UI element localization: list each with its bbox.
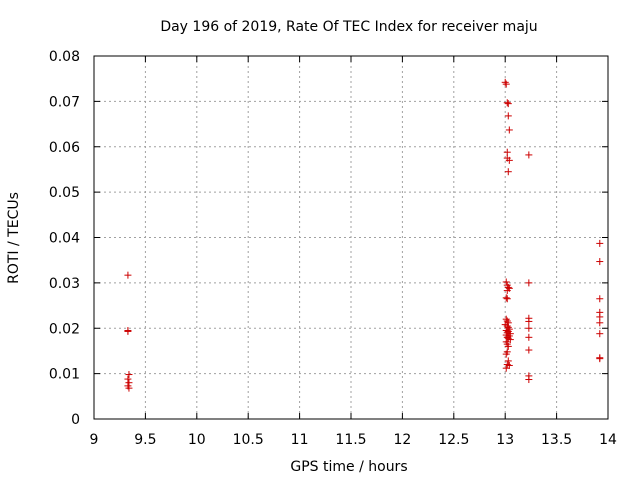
data-point <box>504 342 512 350</box>
data-point <box>504 357 512 365</box>
data-point <box>501 78 509 86</box>
x-tick-labels: 9 9.5 10 10.5 11 11.5 12 12.5 13 13.5 14 <box>90 432 617 448</box>
data-point <box>504 112 512 120</box>
data-point <box>502 350 510 358</box>
data-point <box>124 327 132 335</box>
x-tick-label: 11.5 <box>335 432 366 448</box>
data-point <box>124 271 132 279</box>
data-point <box>525 317 533 325</box>
grid-lines <box>94 56 608 419</box>
y-tick-label: 0.04 <box>49 231 80 247</box>
data-point <box>503 148 511 156</box>
data-point <box>525 346 533 354</box>
x-tick-label: 10.5 <box>233 432 264 448</box>
y-tick-label: 0.08 <box>49 49 80 65</box>
y-tick-label: 0.03 <box>49 276 80 292</box>
data-point <box>525 333 533 341</box>
x-axis-label: GPS time / hours <box>290 459 407 475</box>
data-points <box>124 78 604 392</box>
data-point <box>596 295 604 303</box>
data-point <box>125 384 133 392</box>
data-point <box>596 319 604 327</box>
chart-title: Day 196 of 2019, Rate Of TEC Index for r… <box>160 19 537 35</box>
x-tick-label: 12.5 <box>438 432 469 448</box>
data-point <box>502 364 510 372</box>
data-point <box>596 355 604 363</box>
x-tick-label: 9.5 <box>134 432 156 448</box>
data-point <box>503 99 511 107</box>
plot-frame <box>93 55 609 420</box>
x-tick-label: 13 <box>496 432 514 448</box>
y-axis-label: ROTI / TECUs <box>6 192 22 284</box>
data-point <box>503 287 511 295</box>
data-point <box>506 336 514 344</box>
x-tick-label: 12 <box>393 432 411 448</box>
data-point <box>596 239 604 247</box>
data-point <box>505 156 513 164</box>
data-point <box>503 295 511 303</box>
y-tick-labels: 0 0.01 0.02 0.03 0.04 0.05 0.06 0.07 0.08 <box>49 49 80 428</box>
y-tick-label: 0.05 <box>49 185 80 201</box>
data-point <box>525 324 533 332</box>
y-tick-label: 0.06 <box>49 140 80 156</box>
data-point <box>125 371 133 379</box>
data-point <box>596 313 604 321</box>
data-point <box>502 315 510 323</box>
data-point <box>504 100 512 108</box>
x-tick-label: 11 <box>291 432 309 448</box>
y-tick-label: 0 <box>71 412 80 428</box>
data-point <box>124 375 132 383</box>
data-point <box>596 258 604 266</box>
y-tick-label: 0.01 <box>49 367 80 383</box>
data-point <box>505 126 513 134</box>
data-point <box>502 80 510 88</box>
data-point <box>596 330 604 338</box>
data-point <box>502 294 510 302</box>
data-point <box>525 151 533 159</box>
x-tick-label: 10 <box>188 432 206 448</box>
x-tick-label: 9 <box>90 432 99 448</box>
x-tick-label: 13.5 <box>541 432 572 448</box>
y-tick-label: 0.07 <box>49 94 80 110</box>
data-point <box>525 279 533 287</box>
x-tick-label: 14 <box>599 432 617 448</box>
data-point <box>504 168 512 176</box>
data-point <box>525 376 533 384</box>
data-point <box>502 278 510 286</box>
data-point <box>504 283 512 291</box>
y-tick-label: 0.02 <box>49 321 80 337</box>
